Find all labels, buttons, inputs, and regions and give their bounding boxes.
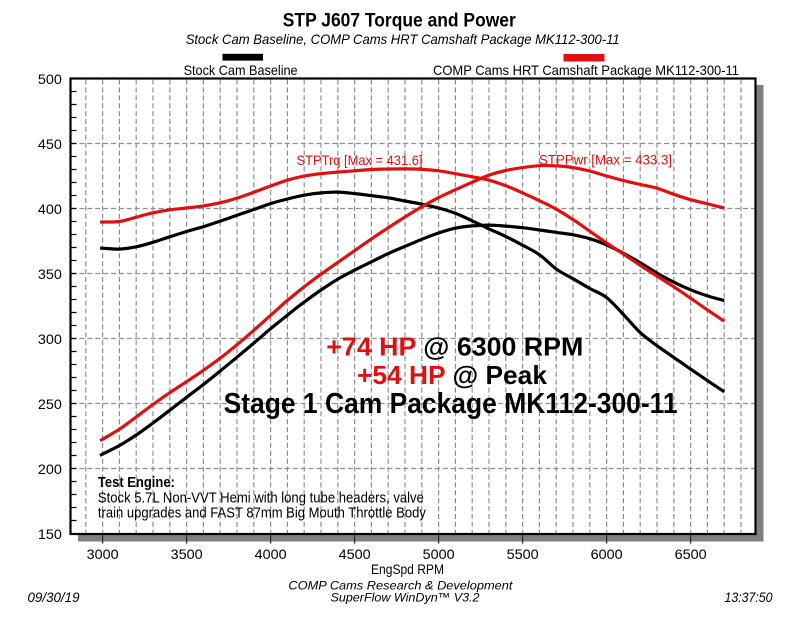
svg-text:Stock Cam Baseline, COMP Cams: Stock Cam Baseline, COMP Cams HRT Camsha… <box>186 32 620 47</box>
svg-text:6500: 6500 <box>675 547 707 562</box>
svg-text:3500: 3500 <box>171 547 203 562</box>
svg-text:STPTrq [Max = 431.6]: STPTrq [Max = 431.6] <box>297 153 423 168</box>
svg-text:STPPwr [Max = 433.3]: STPPwr [Max = 433.3] <box>539 153 672 168</box>
svg-text:200: 200 <box>38 462 62 477</box>
svg-text:150: 150 <box>38 527 62 542</box>
svg-text:Test Engine:: Test Engine: <box>98 475 175 491</box>
svg-text:+74 HP @ 6300 RPM: +74 HP @ 6300 RPM <box>326 332 583 362</box>
svg-text:STP J607 Torque and Power: STP J607 Torque and Power <box>283 10 516 32</box>
svg-text:train upgrades and FAST 87mm B: train upgrades and FAST 87mm Big Mouth T… <box>98 505 427 521</box>
svg-text:Stage 1 Cam Package MK112-300-: Stage 1 Cam Package MK112-300-11 <box>224 388 678 420</box>
svg-text:13:37:50: 13:37:50 <box>725 590 774 605</box>
svg-text:250: 250 <box>38 397 62 412</box>
svg-text:4000: 4000 <box>255 547 287 562</box>
svg-text:+54 HP @ Peak: +54 HP @ Peak <box>357 360 548 390</box>
svg-text:500: 500 <box>38 72 62 87</box>
svg-text:COMP Cams Research & Developme: COMP Cams Research & Development <box>288 579 513 593</box>
svg-text:5000: 5000 <box>423 547 455 562</box>
svg-text:6000: 6000 <box>591 547 623 562</box>
svg-text:EngSpd RPM: EngSpd RPM <box>371 562 444 577</box>
svg-text:COMP Cams HRT Camshaft Package: COMP Cams HRT Camshaft Package MK112-300… <box>433 62 739 78</box>
svg-text:Stock Cam Baseline: Stock Cam Baseline <box>184 62 298 78</box>
svg-text:400: 400 <box>38 202 62 217</box>
svg-text:300: 300 <box>38 332 62 347</box>
svg-text:4500: 4500 <box>339 547 371 562</box>
svg-text:Stock 5.7L Non-VVT Hemi with l: Stock 5.7L Non-VVT Hemi with long tube h… <box>98 490 424 506</box>
svg-text:SuperFlow WinDyn™ V3.2: SuperFlow WinDyn™ V3.2 <box>331 590 480 604</box>
svg-text:5500: 5500 <box>507 547 539 562</box>
svg-text:09/30/19: 09/30/19 <box>28 590 81 605</box>
svg-text:3000: 3000 <box>87 547 119 562</box>
svg-text:350: 350 <box>38 267 62 282</box>
svg-text:450: 450 <box>38 137 62 152</box>
